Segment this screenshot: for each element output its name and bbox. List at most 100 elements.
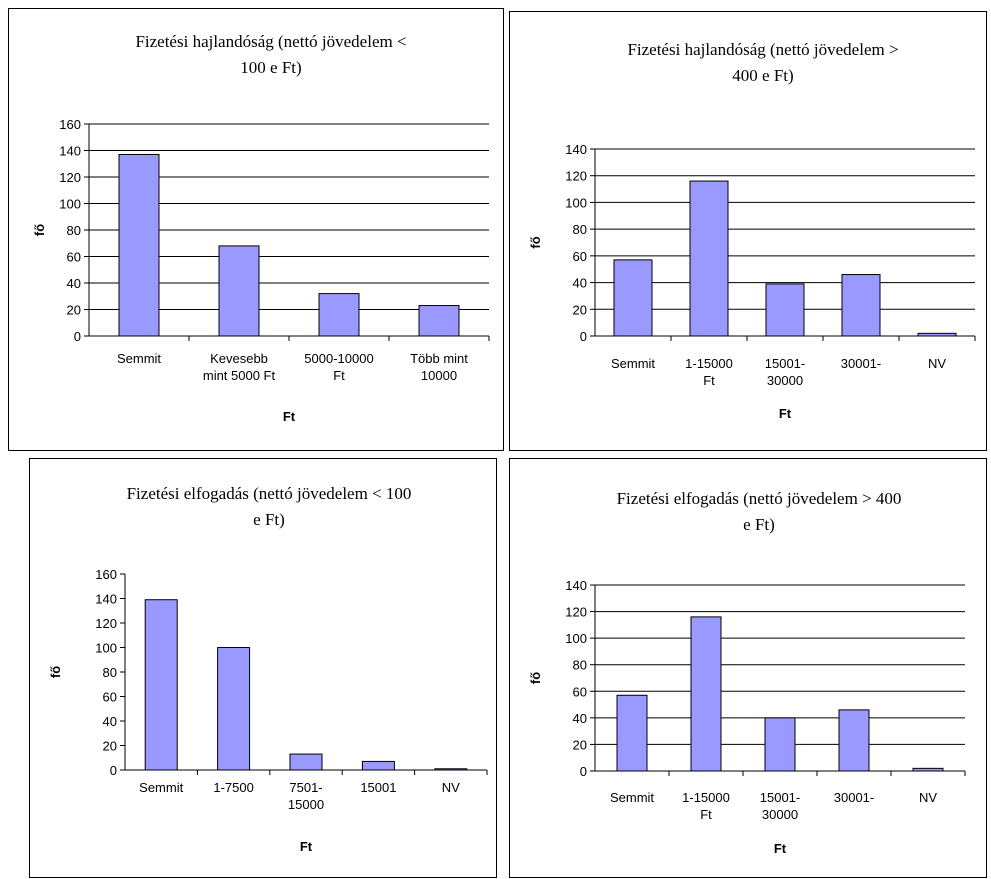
bar-1 [616,694,648,772]
y-tick-label: 40 [103,714,117,729]
bar-3 [764,717,796,772]
x-category-label: 1-15000 [682,790,730,805]
bar-4 [418,305,460,337]
y-tick-label: 100 [565,631,587,646]
x-category-label: 5000-10000 [304,351,373,366]
y-axis-title: fő [48,666,63,678]
x-category-label: 30001- [841,356,881,371]
y-tick-label: 20 [103,739,117,754]
x-category-label: Semmit [117,351,161,366]
chart-1-svg: Fizetési hajlandóság (nettó jövedelem < 1… [32,32,490,424]
x-category-label: 15000 [288,797,324,812]
bar-2 [218,245,260,337]
x-axis-title: Ft [283,409,296,424]
y-tick-label: 60 [67,250,81,265]
y-tick-label: 120 [565,605,587,620]
y-tick-label: 140 [59,144,81,159]
chart-title-line: Fizetési elfogadás (nettó jövedelem > 40… [617,489,902,508]
chart-title-line: Fizetési elfogadás (nettó jövedelem < 10… [127,484,412,503]
chart-2-svg: Fizetési hajlandóság (nettó jövedelem > 4… [528,40,976,421]
x-category-label: NV [442,780,460,795]
chart-panel-2: Fizetési hajlandóság (nettó jövedelem > 4… [509,11,987,451]
y-tick-label: 40 [573,711,587,726]
bar-3 [318,293,360,337]
x-category-label: 30000 [762,807,798,822]
chart-title-line: e Ft) [743,515,775,534]
x-category-label: 1-7500 [213,780,253,795]
bar-3 [289,753,323,771]
chart-3-svg: Fizetési elfogadás (nettó jövedelem < 10… [48,484,488,854]
y-tick-label: 40 [67,276,81,291]
y-tick-label: 120 [95,616,117,631]
bar-1 [118,153,160,337]
bar-5 [434,768,468,771]
chart-title-line: e Ft) [253,510,285,529]
y-tick-label: 140 [565,142,587,157]
chart-panel-4: Fizetési elfogadás (nettó jövedelem > 40… [509,458,987,878]
y-tick-label: 120 [59,170,81,185]
chart-title-line: 100 e Ft) [240,58,301,77]
bar-2 [690,616,722,772]
chart-panel-1: Fizetési hajlandóság (nettó jövedelem < 1… [8,8,504,451]
y-tick-label: 80 [573,658,587,673]
x-axis-title: Ft [779,406,792,421]
x-category-label: 15001- [760,790,800,805]
y-tick-label: 20 [573,737,587,752]
bar-4 [838,709,870,772]
x-category-label: NV [928,356,946,371]
x-category-label: Több mint [410,351,468,366]
bar-5 [917,332,957,337]
y-tick-label: 100 [95,641,117,656]
x-category-label: 15001- [765,356,805,371]
x-category-label: 30001- [834,790,874,805]
x-category-label: Kevesebb [210,351,268,366]
y-axis-title: fő [32,224,47,236]
x-category-label: 15001 [360,780,396,795]
x-axis-title: Ft [774,841,787,856]
x-category-label: 30000 [767,373,803,388]
y-tick-label: 100 [565,195,587,210]
bar-1 [613,259,653,337]
y-tick-label: 120 [565,169,587,184]
y-tick-label: 160 [59,117,81,132]
x-category-label: 10000 [421,368,457,383]
x-category-label: NV [919,790,937,805]
y-tick-label: 0 [110,763,117,778]
x-category-label: 1-15000 [685,356,733,371]
y-tick-label: 140 [565,578,587,593]
x-category-label: Semmit [139,780,183,795]
y-tick-label: 0 [580,764,587,779]
x-category-label: Semmit [610,790,654,805]
y-tick-label: 60 [573,249,587,264]
x-category-label: mint 5000 Ft [203,368,276,383]
bar-5 [912,767,944,772]
bar-2 [217,647,251,771]
bar-2 [689,180,729,337]
chart-panel-3: Fizetési elfogadás (nettó jövedelem < 10… [29,458,497,878]
y-tick-label: 60 [103,690,117,705]
x-category-label: Ft [700,807,712,822]
y-tick-label: 60 [573,684,587,699]
chart-4-svg: Fizetési elfogadás (nettó jövedelem > 40… [528,489,966,856]
y-tick-label: 20 [67,303,81,318]
x-category-label: Ft [703,373,715,388]
bar-3 [765,283,805,337]
y-tick-label: 80 [573,222,587,237]
y-tick-label: 140 [95,592,117,607]
y-tick-label: 20 [573,302,587,317]
x-axis-title: Ft [300,839,313,854]
chart-title-line: Fizetési hajlandóság (nettó jövedelem > [627,40,898,59]
y-tick-label: 100 [59,197,81,212]
y-tick-label: 40 [573,276,587,291]
x-category-label: Semmit [611,356,655,371]
y-tick-label: 0 [74,329,81,344]
chart-title-line: 400 e Ft) [732,66,793,85]
y-tick-label: 80 [103,665,117,680]
y-tick-label: 0 [580,329,587,344]
bar-4 [841,274,881,337]
chart-title-line: Fizetési hajlandóság (nettó jövedelem < [135,32,406,51]
bar-1 [144,599,178,771]
x-category-label: 7501- [289,780,322,795]
y-tick-label: 160 [95,567,117,582]
y-axis-title: fő [528,672,543,684]
